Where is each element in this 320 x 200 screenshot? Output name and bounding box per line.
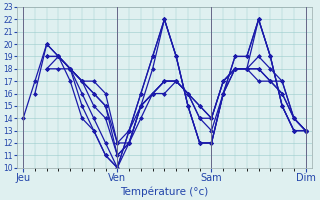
X-axis label: Température (°c): Température (°c) (120, 186, 209, 197)
